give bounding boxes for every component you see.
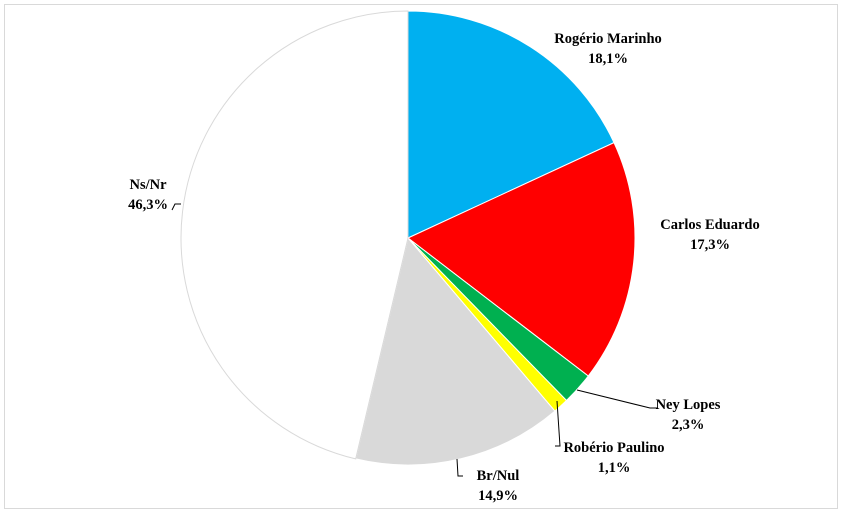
slice-label: Br/Nul: [477, 468, 520, 484]
slice-value-label: 2,3%: [672, 417, 705, 433]
slice-value-label: 17,3%: [690, 237, 730, 253]
slice-label: Rogério Marinho: [554, 31, 662, 47]
slice-value-label: 14,9%: [478, 488, 518, 504]
slice-value-label: 1,1%: [598, 460, 631, 476]
leader-line: [576, 389, 658, 409]
leader-line: [555, 400, 561, 447]
slice-label: Ns/Nr: [129, 177, 167, 193]
pie-slice-br-nul: [355, 236, 556, 466]
pie-slice-ns-nr: [180, 10, 409, 460]
pie-slice-rog-rio-marinho: [407, 10, 615, 239]
pie-slice-carlos-eduardo: [407, 141, 636, 377]
leader-line: [456, 458, 463, 477]
leader-line: [171, 203, 181, 211]
slice-label: Carlos Eduardo: [660, 217, 760, 233]
slice-label: Ney Lopes: [656, 397, 721, 413]
slice-value-label: 18,1%: [588, 51, 628, 67]
slice-value-label: 46,3%: [128, 197, 168, 213]
slice-label: Robério Paulino: [563, 440, 664, 456]
